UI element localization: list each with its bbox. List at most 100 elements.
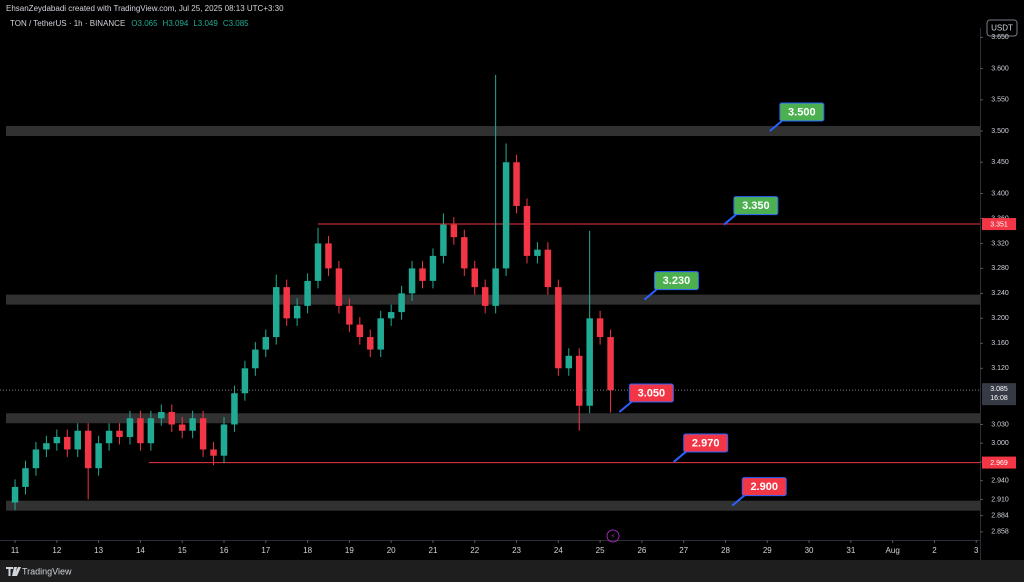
y-tick-label: 3.120 xyxy=(991,365,1009,372)
candle-body xyxy=(555,287,562,369)
candle-body xyxy=(252,349,259,369)
candle-body xyxy=(325,243,332,269)
footer-bar xyxy=(0,560,1024,582)
candle-body xyxy=(440,224,447,256)
y-tick-label: 2.910 xyxy=(991,496,1009,503)
x-tick-label: 28 xyxy=(721,546,730,555)
candle-body xyxy=(356,324,364,338)
y-tick-label: 3.200 xyxy=(991,315,1009,322)
candle-body xyxy=(262,337,270,350)
candle-body xyxy=(137,418,144,444)
candle-body xyxy=(11,486,19,503)
logo-glyph xyxy=(6,567,21,576)
x-tick-label: 17 xyxy=(261,546,270,555)
footer-logo[interactable]: TradingView xyxy=(6,566,72,576)
candle-body xyxy=(168,412,175,425)
callout-label: 3.050 xyxy=(638,387,666,399)
x-tick-label: 27 xyxy=(679,546,688,555)
candle-body xyxy=(178,424,186,431)
candle-body xyxy=(429,255,437,281)
x-tick-label: 23 xyxy=(512,546,521,555)
x-tick-label: 24 xyxy=(554,546,563,555)
y-tick-label: 3.320 xyxy=(991,240,1009,247)
y-tick-label: 3.030 xyxy=(991,421,1009,428)
ohlc-close: C3.085 xyxy=(223,19,249,28)
callout-label: 3.350 xyxy=(742,200,770,212)
candle-body xyxy=(22,468,29,487)
callout-box xyxy=(683,433,729,453)
x-tick-label: 2 xyxy=(932,546,937,555)
zone xyxy=(6,500,980,511)
x-tick-label: 30 xyxy=(805,546,814,555)
y-tick-label: 3.500 xyxy=(991,128,1009,135)
candle-body xyxy=(241,368,249,394)
candle-body xyxy=(565,355,573,369)
ohlc-low: L3.049 xyxy=(193,19,218,28)
candle-body xyxy=(95,443,102,469)
candle-body xyxy=(492,268,499,306)
brand: TradingView xyxy=(22,566,72,576)
callout-label: 3.230 xyxy=(663,275,691,287)
x-tick-label: 11 xyxy=(11,546,20,555)
y-tick-label: 3.450 xyxy=(991,159,1009,166)
callout-pointer xyxy=(673,451,687,463)
candle-body xyxy=(53,436,61,444)
y-tick-label: 3.280 xyxy=(991,265,1009,272)
y-tick-label: 2.940 xyxy=(991,478,1009,485)
callout-pointer xyxy=(769,120,783,132)
y-tick-label: 2.858 xyxy=(991,529,1009,536)
y-tick-label: 3.600 xyxy=(991,65,1009,72)
callout-box xyxy=(628,383,674,403)
callout: 2.900 xyxy=(731,477,787,507)
callout-label: 3.500 xyxy=(788,106,816,118)
x-tick-label: 16 xyxy=(220,546,229,555)
callout-pointer xyxy=(731,494,745,507)
candle-body xyxy=(283,287,290,319)
x-tick-label: 25 xyxy=(596,546,605,555)
candle-body xyxy=(84,430,92,469)
callout-box xyxy=(741,477,787,497)
price-label: 2.969 xyxy=(990,460,1008,467)
currency[interactable]: USDT xyxy=(991,24,1013,33)
event-icon[interactable] xyxy=(606,529,620,543)
candle-body xyxy=(32,449,40,469)
price-label: 3.351 xyxy=(990,221,1008,228)
y-tick-label: 2.884 xyxy=(991,512,1009,519)
candle-body xyxy=(158,412,165,419)
candle-body xyxy=(461,237,468,269)
candle-body xyxy=(126,418,134,437)
candle-body xyxy=(74,430,81,450)
candle-body xyxy=(419,268,426,281)
x-tick-label: 12 xyxy=(52,546,61,555)
candle-body xyxy=(346,305,353,325)
candle-body xyxy=(43,443,50,450)
candle-body xyxy=(335,268,343,306)
callout-pointer xyxy=(643,288,658,301)
candle-body xyxy=(534,249,541,256)
candle-body xyxy=(105,430,113,444)
countdown: 16:08 xyxy=(990,395,1008,402)
last-price-label: 3.085 xyxy=(990,386,1008,393)
price-label-box xyxy=(982,218,1016,231)
candle-body xyxy=(544,249,552,288)
candle-body xyxy=(523,205,531,256)
y-tick-label: 3.550 xyxy=(991,97,1009,104)
currency-box[interactable] xyxy=(986,19,1018,37)
x-tick-label: 18 xyxy=(303,546,312,555)
candle-body xyxy=(273,287,280,338)
candle-body xyxy=(231,393,238,425)
callout-pointer xyxy=(618,401,633,413)
credit: EhsanZeydabadi created with TradingView.… xyxy=(6,4,284,13)
candle-body xyxy=(398,293,405,313)
callout: 3.050 xyxy=(618,383,674,413)
candle-body xyxy=(314,243,322,281)
x-tick-label: 22 xyxy=(470,546,479,555)
candle-body xyxy=(64,436,71,450)
zone xyxy=(6,413,980,424)
candle-body xyxy=(220,424,228,456)
candle-body xyxy=(210,449,217,456)
x-tick-label: 21 xyxy=(429,546,438,555)
candle-body xyxy=(147,418,155,444)
